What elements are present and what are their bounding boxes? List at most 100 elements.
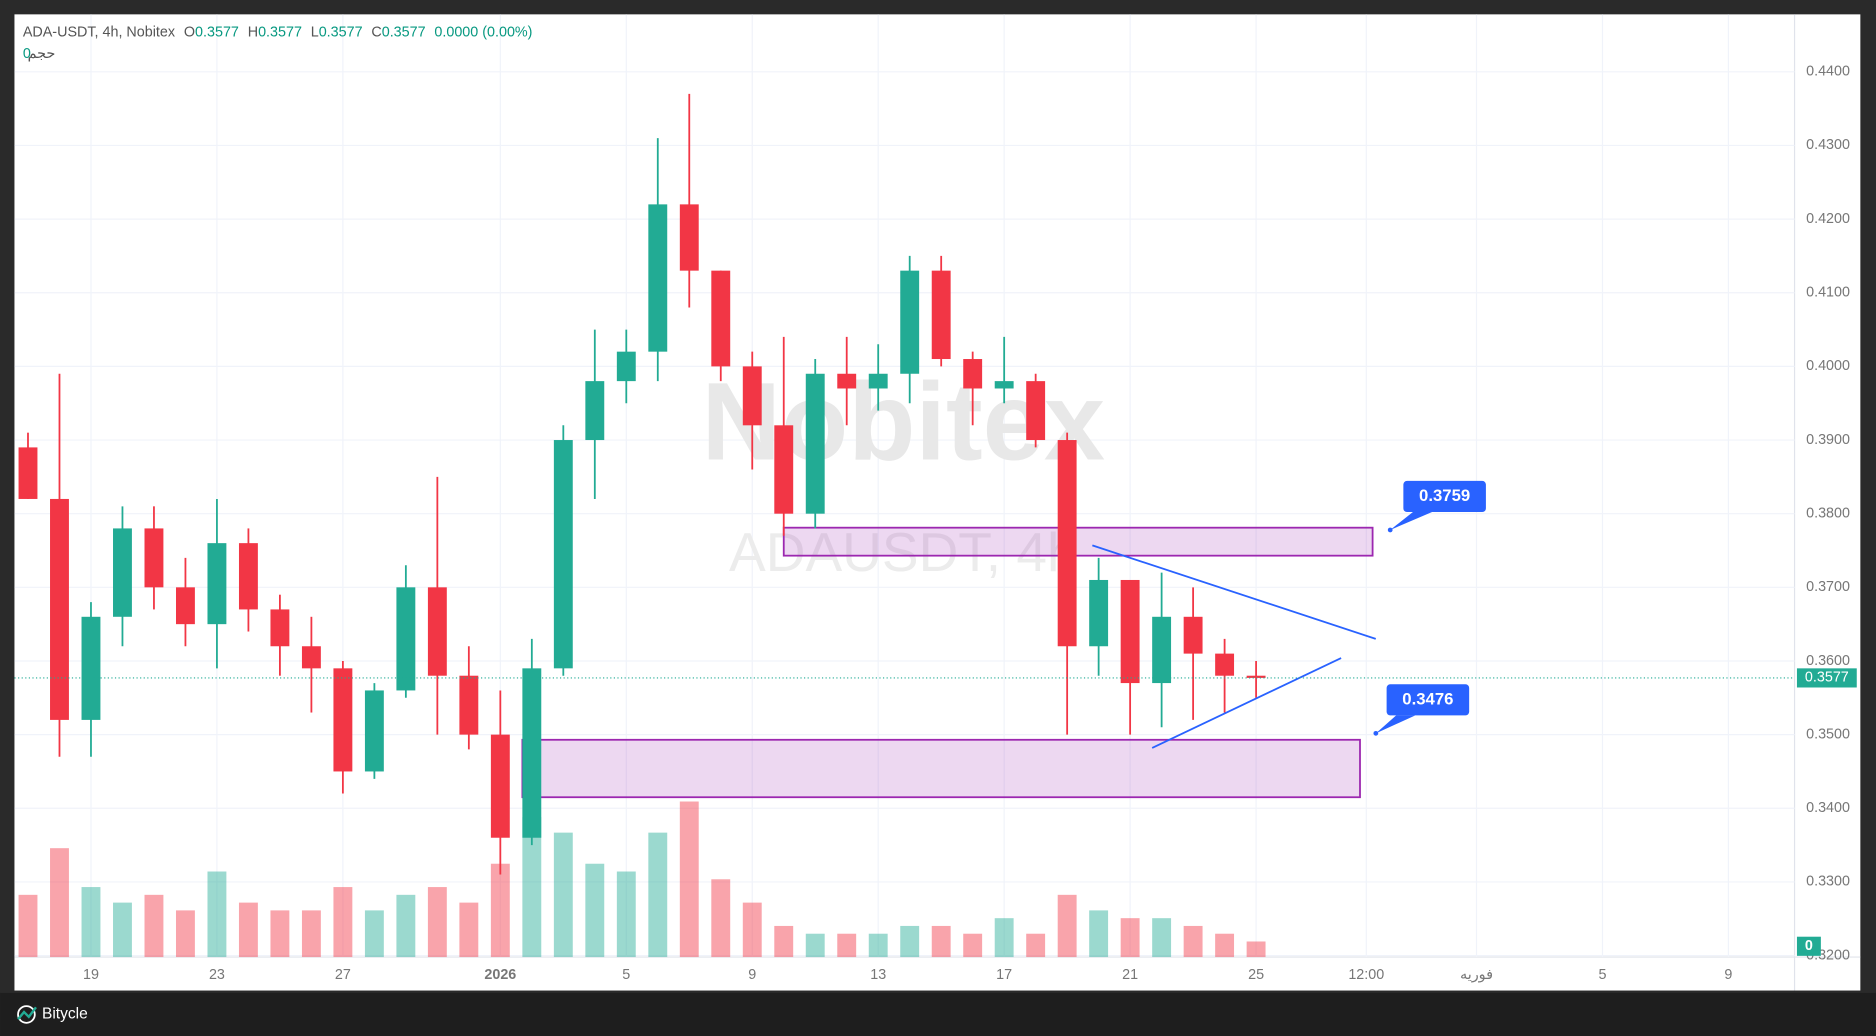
field-key: C [371, 24, 381, 40]
y-tick-label: 0.3300 [1806, 874, 1850, 890]
candle-body [207, 543, 227, 625]
candle-body [1026, 381, 1046, 441]
field-value: 0.3577 [382, 24, 426, 40]
candle-body [144, 528, 164, 588]
y-tick-label: 0.3500 [1806, 726, 1850, 742]
volume-bar [742, 902, 762, 958]
candle-body [994, 381, 1014, 389]
x-tick-label: 23 [209, 967, 225, 983]
x-tick-label: 27 [335, 967, 351, 983]
y-tick-label: 0.4100 [1806, 285, 1850, 301]
candle-body [648, 204, 668, 352]
candle-body [931, 270, 951, 360]
volume-bar [648, 832, 668, 958]
volume-bar [50, 848, 69, 958]
x-tick-label: 13 [870, 967, 886, 983]
trendline [1092, 544, 1377, 640]
candle-body [175, 587, 195, 625]
brand-logo [17, 1005, 36, 1024]
volume-bar [805, 933, 825, 958]
volume-bar [711, 879, 731, 958]
volume-bar [238, 902, 258, 958]
candle-body [868, 373, 888, 389]
last-price-label: 0.3577 [1805, 670, 1849, 686]
candle-body [364, 690, 384, 772]
candle-body [1152, 616, 1172, 684]
x-tick-label: 9 [1724, 967, 1732, 983]
volume-bar [837, 933, 857, 958]
volume-bar [1057, 894, 1077, 958]
candle-body [616, 351, 636, 382]
volume-bar [1120, 918, 1140, 958]
field-value: 0.3577 [258, 24, 302, 40]
volume-bar [301, 910, 321, 958]
field-key: O [184, 24, 195, 40]
last-volume-box [1796, 936, 1821, 956]
callout-pointer [1375, 715, 1416, 734]
volume-bar [1089, 910, 1109, 958]
volume-bar [1152, 918, 1172, 958]
x-tick-label: 9 [748, 967, 756, 983]
legend-header: ADA-USDT, 4h, Nobitex O0.3577 H0.3577 L0… [23, 24, 533, 40]
x-tick-label: 25 [1248, 967, 1264, 983]
volume-bar [994, 918, 1014, 958]
field-value: 0.3577 [195, 24, 239, 40]
volume-bar [679, 801, 699, 958]
callout-box [1386, 684, 1470, 716]
volume-label: حجم [28, 46, 56, 62]
candle-body [333, 668, 353, 772]
field-value: 0.3577 [319, 24, 363, 40]
candle-body [553, 440, 573, 669]
volume-bar [144, 894, 164, 958]
candle-body [113, 528, 132, 617]
footer-bar [0, 992, 1876, 1036]
volume-bar [1215, 933, 1235, 958]
volume-bar [333, 887, 353, 958]
zone [521, 738, 1361, 799]
volume-bar [522, 817, 542, 958]
volume-bar [774, 925, 794, 958]
volume-bar [396, 894, 416, 958]
volume-bar [1183, 925, 1203, 958]
volume-bar [616, 871, 636, 958]
candle-body [963, 359, 983, 389]
candle-body [1089, 579, 1109, 647]
y-tick-label: 0.3800 [1806, 505, 1850, 521]
candle-body [585, 381, 605, 441]
callout-anchor [1373, 730, 1379, 736]
candle-body [1246, 675, 1266, 678]
x-tick-label: 12:00 [1348, 967, 1384, 983]
callout-anchor [1387, 527, 1393, 533]
field-key: H [248, 24, 258, 40]
callout-pointer [1390, 512, 1433, 530]
y-tick-label: 0.4000 [1806, 358, 1850, 374]
y-tick-label: 0.3600 [1806, 653, 1850, 669]
candle-body [711, 270, 731, 367]
candle-body [1057, 440, 1077, 647]
candle-body [837, 373, 857, 389]
volume-bar [963, 933, 983, 958]
x-tick-label: 21 [1122, 967, 1138, 983]
candle-body [522, 668, 542, 838]
brand-logo-mark [17, 1006, 37, 1021]
candle-body [270, 609, 290, 647]
candle-body [396, 587, 416, 691]
volume-bar [207, 871, 227, 958]
volume-bar [18, 894, 38, 958]
volume-bar [585, 863, 605, 958]
candle-body [679, 204, 699, 271]
candle-body [18, 447, 38, 499]
volume-bar [1026, 933, 1046, 958]
callout-label: 0.3476 [1402, 689, 1453, 708]
candle-body [81, 616, 101, 720]
x-tick-label: 2026 [484, 967, 516, 983]
symbol: ADA-USDT, 4h, Nobitex [23, 24, 176, 40]
volume-bar [81, 887, 101, 958]
candle-body [459, 675, 479, 735]
candle-body [427, 587, 447, 676]
volume-bar [427, 887, 447, 958]
candle-body [238, 543, 258, 610]
callout-box [1403, 480, 1486, 513]
brand[interactable]: Bitycle [42, 1006, 88, 1023]
x-tick-label: فوریه [1460, 967, 1493, 983]
